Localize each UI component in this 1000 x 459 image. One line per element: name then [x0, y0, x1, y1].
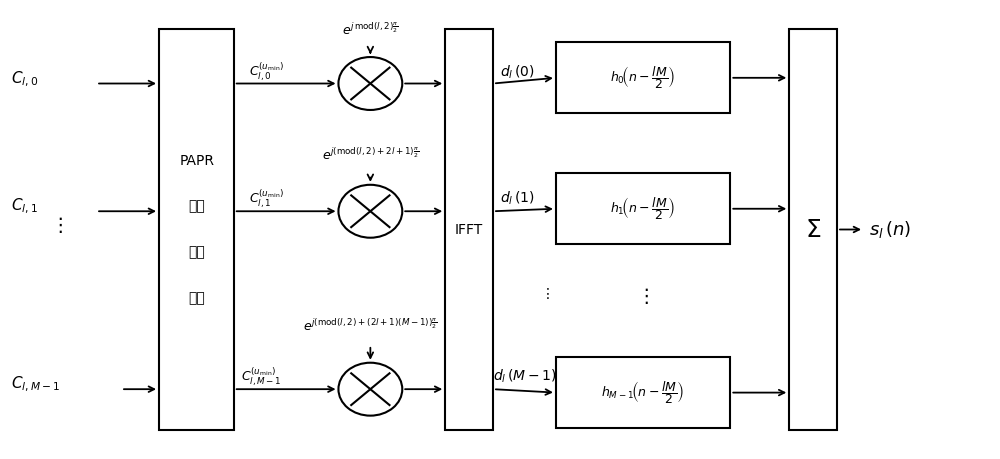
Text: $d_l\,(1)$: $d_l\,(1)$: [500, 190, 535, 207]
Text: $s_l\,(n)$: $s_l\,(n)$: [869, 219, 911, 240]
Bar: [789, 29, 837, 430]
Text: $h_{M-1}\!\left(n-\dfrac{lM}{2}\right)$: $h_{M-1}\!\left(n-\dfrac{lM}{2}\right)$: [601, 379, 684, 406]
Text: $e^{j(\mathrm{mod}(l,2)+(2l+1)(M-1))\frac{\pi}{2}}$: $e^{j(\mathrm{mod}(l,2)+(2l+1)(M-1))\fra…: [303, 317, 438, 334]
Bar: [556, 357, 730, 428]
Text: 抑制: 抑制: [188, 200, 205, 214]
Bar: [159, 29, 234, 430]
Bar: [445, 29, 493, 430]
Text: $C_{l,M-1}^{(u_{\mathrm{min}})}$: $C_{l,M-1}^{(u_{\mathrm{min}})}$: [241, 365, 281, 387]
Text: IFFT: IFFT: [455, 223, 483, 236]
Text: $e^{j(\mathrm{mod}(l,2)+2l+1)\frac{\pi}{2}}$: $e^{j(\mathrm{mod}(l,2)+2l+1)\frac{\pi}{…: [322, 147, 419, 163]
Text: $C_{l,1}$: $C_{l,1}$: [11, 197, 38, 216]
Ellipse shape: [338, 57, 402, 110]
Text: $\vdots$: $\vdots$: [636, 285, 649, 306]
Text: $d_l\,(0)$: $d_l\,(0)$: [500, 63, 535, 81]
Ellipse shape: [338, 363, 402, 416]
Text: $h_1\!\left(n-\dfrac{lM}{2}\right)$: $h_1\!\left(n-\dfrac{lM}{2}\right)$: [610, 196, 675, 223]
Ellipse shape: [338, 185, 402, 238]
Text: $d_l\,(M-1)$: $d_l\,(M-1)$: [493, 368, 557, 385]
Text: PAPR: PAPR: [179, 154, 214, 168]
Bar: [556, 174, 730, 244]
Text: 模块: 模块: [188, 291, 205, 305]
Text: $e^{j\,\mathrm{mod}(l,2)\frac{\pi}{2}}$: $e^{j\,\mathrm{mod}(l,2)\frac{\pi}{2}}$: [342, 22, 399, 38]
Text: $h_0\!\left(n-\dfrac{lM}{2}\right)$: $h_0\!\left(n-\dfrac{lM}{2}\right)$: [610, 64, 675, 91]
Text: $\vdots$: $\vdots$: [540, 286, 550, 301]
Text: $\Sigma$: $\Sigma$: [805, 218, 821, 241]
Text: 处理: 处理: [188, 245, 205, 259]
Text: $C_{l,1}^{(u_{\mathrm{min}})}$: $C_{l,1}^{(u_{\mathrm{min}})}$: [249, 187, 284, 210]
Text: $C_{l,M-1}$: $C_{l,M-1}$: [11, 375, 60, 394]
Text: $\vdots$: $\vdots$: [50, 215, 63, 235]
Bar: [556, 42, 730, 113]
Text: $C_{l,0}^{(u_{\mathrm{min}})}$: $C_{l,0}^{(u_{\mathrm{min}})}$: [249, 61, 284, 83]
Text: $C_{l,0}$: $C_{l,0}$: [11, 69, 39, 89]
